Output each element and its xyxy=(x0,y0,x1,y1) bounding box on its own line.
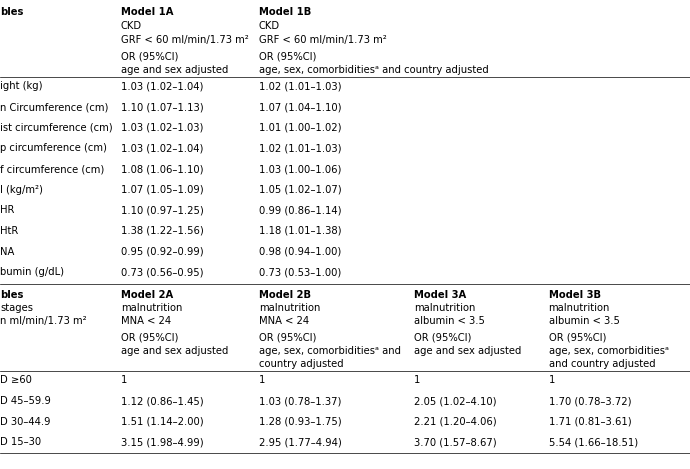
Text: 0.99 (0.86–1.14): 0.99 (0.86–1.14) xyxy=(259,205,342,215)
Text: 1.03 (1.00–1.06): 1.03 (1.00–1.06) xyxy=(259,164,341,174)
Text: country adjusted: country adjusted xyxy=(259,359,344,369)
Text: 1: 1 xyxy=(414,375,420,386)
Text: D ≥60: D ≥60 xyxy=(0,375,32,386)
Text: age, sex, comorbiditiesᵃ and country adjusted: age, sex, comorbiditiesᵃ and country adj… xyxy=(259,65,489,76)
Text: and country adjusted: and country adjusted xyxy=(549,359,656,369)
Text: 1.51 (1.14–2.00): 1.51 (1.14–2.00) xyxy=(121,416,204,427)
Text: MNA < 24: MNA < 24 xyxy=(259,316,309,326)
Text: ight (kg): ight (kg) xyxy=(0,82,43,91)
Text: age and sex adjusted: age and sex adjusted xyxy=(121,346,228,356)
Text: age and sex adjusted: age and sex adjusted xyxy=(121,65,228,76)
Text: 1: 1 xyxy=(121,375,127,386)
Text: MNA < 24: MNA < 24 xyxy=(121,316,171,326)
Text: CKD: CKD xyxy=(259,21,280,31)
Text: 1.03 (0.78–1.37): 1.03 (0.78–1.37) xyxy=(259,396,341,406)
Text: I (kg/m²): I (kg/m²) xyxy=(0,185,43,195)
Text: p circumference (cm): p circumference (cm) xyxy=(0,144,107,153)
Text: albumin < 3.5: albumin < 3.5 xyxy=(414,316,485,326)
Text: 1.18 (1.01–1.38): 1.18 (1.01–1.38) xyxy=(259,226,342,236)
Text: 0.98 (0.94–1.00): 0.98 (0.94–1.00) xyxy=(259,247,341,257)
Text: 1.01 (1.00–1.02): 1.01 (1.00–1.02) xyxy=(259,123,342,133)
Text: 1.05 (1.02–1.07): 1.05 (1.02–1.07) xyxy=(259,185,342,195)
Text: OR (95%CI): OR (95%CI) xyxy=(121,333,178,342)
Text: Model 1B: Model 1B xyxy=(259,7,311,17)
Text: D 15–30: D 15–30 xyxy=(0,437,41,447)
Text: D 30–44.9: D 30–44.9 xyxy=(0,416,50,427)
Text: 3.15 (1.98–4.99): 3.15 (1.98–4.99) xyxy=(121,437,204,447)
Text: ist circumference (cm): ist circumference (cm) xyxy=(0,123,112,133)
Text: malnutrition: malnutrition xyxy=(121,303,182,313)
Text: D 45–59.9: D 45–59.9 xyxy=(0,396,51,406)
Text: OR (95%CI): OR (95%CI) xyxy=(549,333,606,342)
Text: 1.02 (1.01–1.03): 1.02 (1.01–1.03) xyxy=(259,82,342,91)
Text: 3.70 (1.57–8.67): 3.70 (1.57–8.67) xyxy=(414,437,497,447)
Text: 1.07 (1.05–1.09): 1.07 (1.05–1.09) xyxy=(121,185,204,195)
Text: OR (95%CI): OR (95%CI) xyxy=(259,52,316,62)
Text: 0.95 (0.92–0.99): 0.95 (0.92–0.99) xyxy=(121,247,204,257)
Text: malnutrition: malnutrition xyxy=(549,303,610,313)
Text: OR (95%CI): OR (95%CI) xyxy=(414,333,471,342)
Text: f circumference (cm): f circumference (cm) xyxy=(0,164,104,174)
Text: HR: HR xyxy=(0,205,14,215)
Text: 2.21 (1.20–4.06): 2.21 (1.20–4.06) xyxy=(414,416,497,427)
Text: albumin < 3.5: albumin < 3.5 xyxy=(549,316,620,326)
Text: age, sex, comorbiditiesᵃ: age, sex, comorbiditiesᵃ xyxy=(549,346,669,356)
Text: 1.08 (1.06–1.10): 1.08 (1.06–1.10) xyxy=(121,164,204,174)
Text: 1.70 (0.78–3.72): 1.70 (0.78–3.72) xyxy=(549,396,631,406)
Text: n ml/min/1.73 m²: n ml/min/1.73 m² xyxy=(0,316,87,326)
Text: Model 1A: Model 1A xyxy=(121,7,173,17)
Text: 1.03 (1.02–1.04): 1.03 (1.02–1.04) xyxy=(121,82,203,91)
Text: 0.73 (0.53–1.00): 0.73 (0.53–1.00) xyxy=(259,267,341,277)
Text: 1.02 (1.01–1.03): 1.02 (1.01–1.03) xyxy=(259,144,342,153)
Text: 1: 1 xyxy=(259,375,265,386)
Text: 1.71 (0.81–3.61): 1.71 (0.81–3.61) xyxy=(549,416,631,427)
Text: GRF < 60 ml/min/1.73 m²: GRF < 60 ml/min/1.73 m² xyxy=(121,35,248,45)
Text: Model 2A: Model 2A xyxy=(121,289,173,300)
Text: 1.10 (1.07–1.13): 1.10 (1.07–1.13) xyxy=(121,102,204,112)
Text: 1.38 (1.22–1.56): 1.38 (1.22–1.56) xyxy=(121,226,204,236)
Text: OR (95%CI): OR (95%CI) xyxy=(121,52,178,62)
Text: OR (95%CI): OR (95%CI) xyxy=(259,333,316,342)
Text: 1.03 (1.02–1.04): 1.03 (1.02–1.04) xyxy=(121,144,203,153)
Text: bles: bles xyxy=(0,7,23,17)
Text: 1: 1 xyxy=(549,375,555,386)
Text: 5.54 (1.66–18.51): 5.54 (1.66–18.51) xyxy=(549,437,638,447)
Text: 0.73 (0.56–0.95): 0.73 (0.56–0.95) xyxy=(121,267,204,277)
Text: 1.07 (1.04–1.10): 1.07 (1.04–1.10) xyxy=(259,102,342,112)
Text: Model 3A: Model 3A xyxy=(414,289,466,300)
Text: NA: NA xyxy=(0,247,14,257)
Text: 2.95 (1.77–4.94): 2.95 (1.77–4.94) xyxy=(259,437,342,447)
Text: n Circumference (cm): n Circumference (cm) xyxy=(0,102,108,112)
Text: HtR: HtR xyxy=(0,226,18,236)
Text: Model 3B: Model 3B xyxy=(549,289,600,300)
Text: malnutrition: malnutrition xyxy=(414,303,475,313)
Text: GRF < 60 ml/min/1.73 m²: GRF < 60 ml/min/1.73 m² xyxy=(259,35,386,45)
Text: 1.28 (0.93–1.75): 1.28 (0.93–1.75) xyxy=(259,416,342,427)
Text: malnutrition: malnutrition xyxy=(259,303,320,313)
Text: age and sex adjusted: age and sex adjusted xyxy=(414,346,522,356)
Text: stages: stages xyxy=(0,303,33,313)
Text: bles: bles xyxy=(0,289,23,300)
Text: 1.03 (1.02–1.03): 1.03 (1.02–1.03) xyxy=(121,123,203,133)
Text: age, sex, comorbiditiesᵃ and: age, sex, comorbiditiesᵃ and xyxy=(259,346,401,356)
Text: 1.10 (0.97–1.25): 1.10 (0.97–1.25) xyxy=(121,205,204,215)
Text: Model 2B: Model 2B xyxy=(259,289,310,300)
Text: 2.05 (1.02–4.10): 2.05 (1.02–4.10) xyxy=(414,396,497,406)
Text: CKD: CKD xyxy=(121,21,142,31)
Text: 1.12 (0.86–1.45): 1.12 (0.86–1.45) xyxy=(121,396,204,406)
Text: bumin (g/dL): bumin (g/dL) xyxy=(0,267,64,277)
